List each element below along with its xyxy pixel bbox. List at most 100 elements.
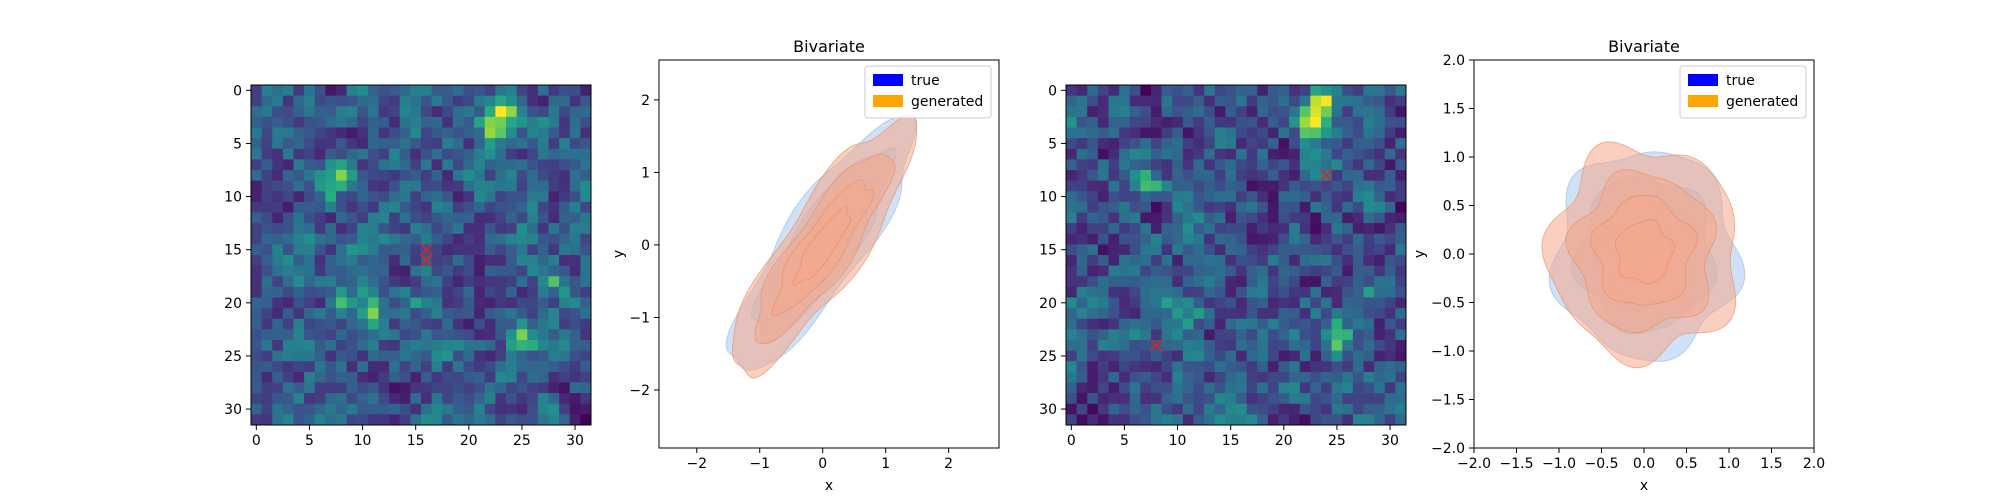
heatmap-cell xyxy=(537,308,549,320)
heatmap-cell xyxy=(495,138,507,150)
heatmap-cell xyxy=(357,127,369,139)
heatmap-cell xyxy=(1204,201,1216,213)
heatmap-cell xyxy=(474,403,486,415)
heatmap-cell xyxy=(293,308,305,320)
heatmap-cell xyxy=(1299,170,1311,182)
heatmap-cell xyxy=(304,106,316,118)
heatmap-cell xyxy=(548,244,560,256)
heatmap-cell xyxy=(304,85,316,97)
heatmap-cell xyxy=(516,414,528,426)
heatmap-cell xyxy=(484,191,496,203)
heatmap-cell xyxy=(325,223,337,235)
heatmap-cell xyxy=(1161,318,1173,330)
heatmap-cell xyxy=(1289,159,1301,171)
heatmap-cell xyxy=(1278,233,1290,245)
heatmap-cell xyxy=(389,233,401,245)
heatmap-cell xyxy=(1395,201,1407,213)
heatmap-cell xyxy=(527,223,539,235)
heatmap-cell xyxy=(1310,340,1322,352)
heatmap-cell xyxy=(1342,116,1354,128)
heatmap-cell xyxy=(1087,106,1099,118)
heatmap-cell xyxy=(559,308,571,320)
heatmap-cell xyxy=(1299,159,1311,171)
heatmap-cell xyxy=(367,244,379,256)
heatmap-cell xyxy=(1246,265,1258,277)
heatmap-cell xyxy=(1108,361,1120,373)
heatmap-cell xyxy=(580,340,592,352)
heatmap-cell xyxy=(1321,393,1333,405)
heatmap-cell xyxy=(569,276,581,288)
heatmap-cell xyxy=(1204,308,1216,320)
heatmap-cell xyxy=(367,361,379,373)
heatmap-cell xyxy=(537,329,549,341)
heatmap-cell xyxy=(431,159,443,171)
heatmap-cell xyxy=(1182,95,1194,107)
heatmap-cell xyxy=(1214,106,1226,118)
heatmap-cell xyxy=(442,414,454,426)
heatmap-cell xyxy=(431,265,443,277)
heatmap-cell xyxy=(463,361,475,373)
heatmap-cell xyxy=(463,148,475,160)
heatmap-cell xyxy=(378,233,390,245)
heatmap-cell xyxy=(506,393,518,405)
heatmap-cell xyxy=(1129,244,1141,256)
heatmap-cell xyxy=(1151,138,1163,150)
heatmap-cell xyxy=(484,361,496,373)
heatmap-cell xyxy=(1352,223,1364,235)
heatmap-cell xyxy=(474,138,486,150)
heatmap-cell xyxy=(463,212,475,224)
heatmap-cell xyxy=(569,191,581,203)
heatmap-cell xyxy=(1384,329,1396,341)
heatmap-cell xyxy=(1225,244,1237,256)
heatmap-cell xyxy=(1278,340,1290,352)
heatmap-cell xyxy=(452,340,464,352)
heatmap-cell xyxy=(336,223,348,235)
heatmap-cell xyxy=(495,116,507,128)
heatmap-cell xyxy=(1066,170,1078,182)
heatmap-cell xyxy=(1129,116,1141,128)
heatmap-cell xyxy=(282,191,294,203)
heatmap-cell xyxy=(580,180,592,192)
heatmap-cell xyxy=(1108,191,1120,203)
heatmap-cell xyxy=(378,329,390,341)
heatmap-cell xyxy=(378,361,390,373)
heatmap-cell xyxy=(442,403,454,415)
heatmap-cell xyxy=(251,308,263,320)
heatmap-cell xyxy=(346,350,358,362)
heatmap-cell xyxy=(1278,106,1290,118)
heatmap-cell xyxy=(261,180,273,192)
heatmap-cell xyxy=(1395,127,1407,139)
heatmap-cell xyxy=(1193,85,1205,97)
heatmap-cell xyxy=(1097,361,1109,373)
heatmap-cell xyxy=(442,350,454,362)
heatmap-cell xyxy=(1214,265,1226,277)
heatmap-cell xyxy=(314,350,326,362)
heatmap-cell xyxy=(251,393,263,405)
heatmap-cell xyxy=(1161,393,1173,405)
heatmap-cell xyxy=(537,148,549,160)
heatmap-cell xyxy=(378,170,390,182)
heatmap-cell xyxy=(410,255,422,267)
heatmap-cell xyxy=(1267,95,1279,107)
heatmap-cell xyxy=(431,255,443,267)
heatmap-cell xyxy=(293,223,305,235)
heatmap-cell xyxy=(506,127,518,139)
heatmap-cell xyxy=(516,318,528,330)
heatmap-cell xyxy=(346,340,358,352)
heatmap-cell xyxy=(1374,329,1386,341)
heatmap-cell xyxy=(1097,116,1109,128)
heatmap-cell xyxy=(1267,361,1279,373)
heatmap-cell xyxy=(378,265,390,277)
heatmap-cell xyxy=(346,244,358,256)
heatmap-cell xyxy=(1076,255,1088,267)
heatmap-cell xyxy=(474,255,486,267)
heatmap-cell xyxy=(1384,116,1396,128)
heatmap-cell xyxy=(452,350,464,362)
heatmap-cell xyxy=(1384,170,1396,182)
heatmap-cell xyxy=(282,276,294,288)
heatmap-cell xyxy=(1331,201,1343,213)
heatmap-cell xyxy=(410,276,422,288)
heatmap-cell xyxy=(559,371,571,383)
heatmap-cell xyxy=(1384,201,1396,213)
heatmap-cell xyxy=(1214,414,1226,426)
